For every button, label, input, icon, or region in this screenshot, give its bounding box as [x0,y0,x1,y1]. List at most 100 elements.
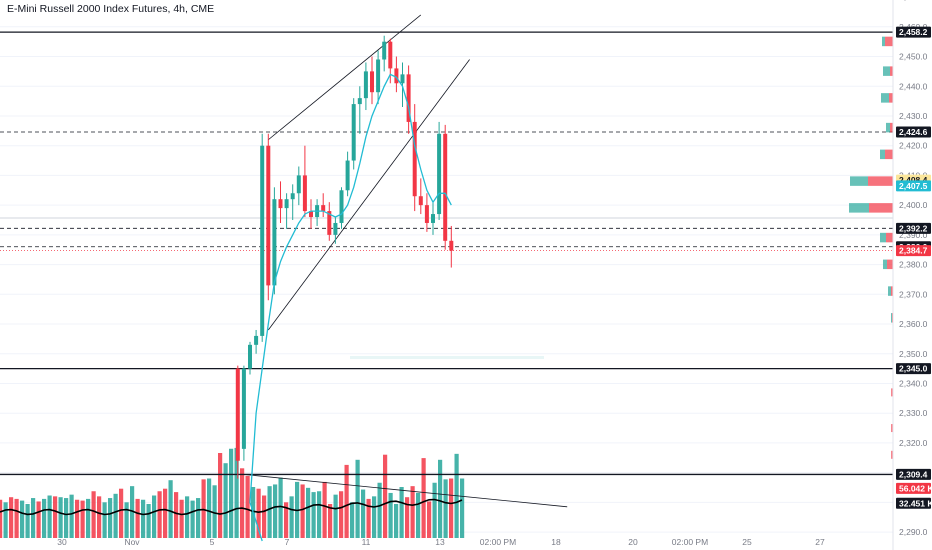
volume-bar [86,498,91,538]
profile-bar-down [890,122,893,133]
time-tick-label: 30 [57,537,67,547]
candle [418,196,423,206]
volume-bar [14,498,19,538]
volume-bar [124,502,129,538]
profile-bar-up [891,313,892,323]
level-tag-bg [896,468,931,480]
volume-bar [394,504,399,538]
volume-bar [53,496,58,538]
volume-bar [350,502,355,538]
volume-bar [135,498,140,538]
price-tick-label: 2,450.0 [899,52,928,62]
candle [431,214,435,223]
volume-bar [3,502,8,538]
profile-bar-up [883,259,887,270]
trend-lines [243,14,568,508]
volume-bar [388,492,393,538]
volume-bar [355,459,360,538]
volume-bar [399,487,404,538]
volume-bar [80,500,85,538]
volume-bar [0,499,3,538]
profile-bar-up [881,93,889,103]
time-axis[interactable]: 30 Nov 5 7 11 13 02:00 PM 18 20 02:00 PM 25 27 [57,537,825,547]
profile-bar-down [889,93,893,103]
candle [437,133,442,215]
volume-bar [119,488,124,538]
profile-bar-up [882,36,885,47]
volume-bar [36,501,41,538]
level-tag-bg [896,222,931,234]
time-tick-label: 02:00 PM [480,537,516,547]
volume-bar [234,447,239,538]
volume-bar [102,502,107,538]
profile-bar-down [891,388,893,397]
price-axis[interactable]: 2,290.02,300.02,310.02,320.02,330.02,340… [892,0,928,550]
volume-value-tag: 56.042 K [899,483,932,493]
volume-bar [58,497,63,538]
price-tag: 2,384.7 [899,246,928,256]
profile-bar-down [868,176,893,186]
candle [351,104,356,161]
level-tag-bg [896,126,931,138]
time-tick-label: 20 [628,537,638,547]
candle [443,133,448,241]
volume-bar [284,502,289,538]
candle [241,368,246,449]
trend-line [267,59,470,331]
candle [339,190,344,223]
highlight-band [350,356,544,359]
profile-bar-up [880,149,885,160]
candle [266,145,271,286]
candle [370,71,374,93]
price-tick-label: 2,320.0 [899,438,928,448]
price-tick-label: 2,420.0 [899,141,928,151]
price-tag: 2,407.5 [899,181,928,191]
volume-bar [157,491,162,538]
volume-bar [196,498,201,538]
volume-bar [421,458,426,538]
volume-bar [333,494,338,538]
volume-bar [273,484,278,538]
candle [400,74,405,84]
volume-bar [168,480,173,538]
volume-bar [108,498,113,538]
volume-bar [289,496,294,538]
volume-bar [256,488,261,538]
volume-bar [174,492,179,538]
volume-bar [207,478,212,538]
candle [394,68,399,84]
profile-bar-up [850,176,868,186]
price-tick-label: 2,430.0 [899,111,928,121]
time-tick-label: 27 [815,537,825,547]
profile-bar-down [891,286,893,296]
volume-bar [377,482,382,538]
level-tag-bg [896,363,931,375]
profile-bar-down [869,203,893,213]
volume-bar [383,454,388,538]
time-tick-label: 02:00 PM [672,537,708,547]
horizontal-levels [0,31,893,476]
volume-bar [179,499,184,538]
profile-bar-up [886,122,890,133]
volume-bar [146,504,151,538]
grid-lines [0,26,893,533]
time-tick-label: 13 [435,537,445,547]
candle [284,199,289,209]
price-tick-label: 2,350.0 [899,349,928,359]
candle [302,175,307,212]
profile-bar-up [849,203,869,213]
profile-bar-up [883,66,890,76]
profile-bar-up [888,286,891,296]
volume-bar [113,493,118,538]
volume-bar [344,464,349,538]
volume-bar [163,488,168,538]
volume-ma-tag-bg [896,497,931,509]
time-tick-label: 7 [285,537,290,547]
volume-bar [443,479,448,538]
candle [260,145,265,336]
volume-bar [432,482,437,538]
volume-bar [267,486,272,538]
volume-bar [278,477,283,538]
price-tick-label: 2,330.0 [899,408,928,418]
